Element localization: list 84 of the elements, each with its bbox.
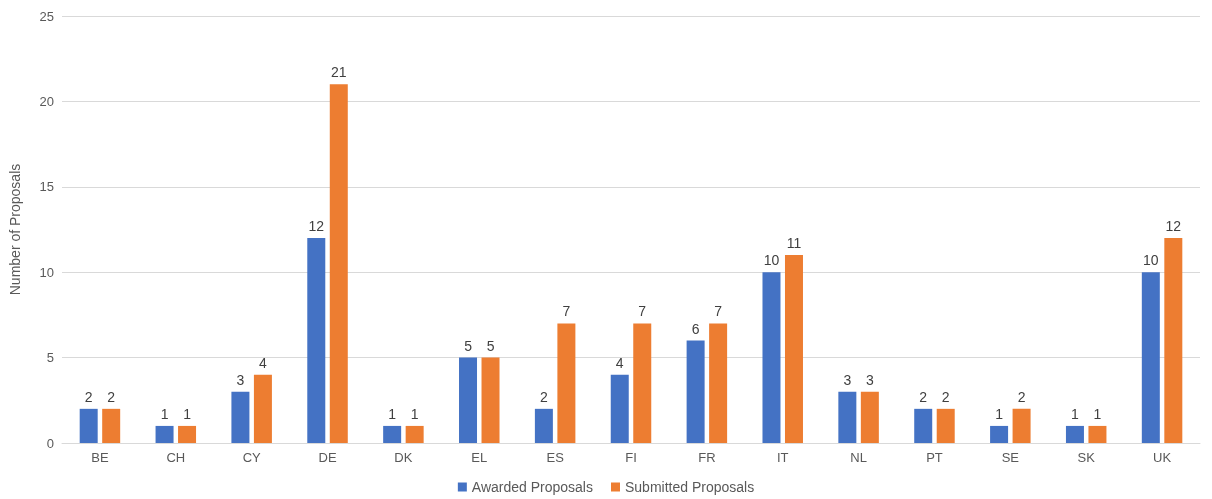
bar bbox=[481, 357, 500, 443]
data-label: 7 bbox=[638, 303, 647, 320]
x-tick-label: UK bbox=[1153, 450, 1172, 465]
x-tick-label: ES bbox=[546, 450, 565, 465]
data-label: 12 bbox=[1165, 218, 1182, 235]
y-axis-title: Number of Proposals bbox=[7, 163, 23, 296]
bar bbox=[686, 340, 705, 443]
bar bbox=[990, 425, 1009, 443]
data-label: 10 bbox=[1143, 252, 1159, 269]
data-label: 1 bbox=[388, 405, 397, 422]
y-tick-label: 25 bbox=[39, 8, 54, 24]
data-label: 2 bbox=[539, 388, 548, 405]
x-tick-label: FI bbox=[625, 450, 637, 465]
bar bbox=[253, 374, 272, 443]
bar bbox=[459, 357, 478, 443]
bar bbox=[914, 408, 933, 443]
bar bbox=[709, 323, 728, 443]
data-label: 4 bbox=[615, 354, 624, 371]
x-tick-label: NL bbox=[850, 450, 867, 465]
legend-label: Awarded Proposals bbox=[471, 479, 593, 495]
data-label: 2 bbox=[84, 388, 93, 405]
x-tick-label: IT bbox=[776, 450, 789, 465]
x-tick-label: CY bbox=[242, 450, 262, 465]
y-tick-label: 20 bbox=[39, 93, 54, 109]
data-label: 3 bbox=[843, 371, 852, 388]
data-label: 2 bbox=[107, 388, 116, 405]
x-tick-label: DK bbox=[394, 450, 413, 465]
data-label: 4 bbox=[259, 354, 268, 371]
bar bbox=[102, 408, 121, 443]
bar bbox=[155, 425, 174, 443]
y-tick-label: 0 bbox=[46, 435, 54, 451]
bar bbox=[838, 391, 857, 443]
bar bbox=[784, 255, 803, 443]
data-label: 2 bbox=[1017, 388, 1026, 405]
bar bbox=[231, 391, 250, 443]
y-tick-label: 15 bbox=[39, 179, 54, 195]
data-label: 1 bbox=[995, 405, 1004, 422]
legend-label: Submitted Proposals bbox=[624, 479, 755, 495]
data-label: 1 bbox=[1093, 405, 1102, 422]
bar bbox=[860, 391, 879, 443]
data-label: 6 bbox=[691, 320, 700, 337]
data-label: 1 bbox=[183, 405, 192, 422]
bar bbox=[1088, 425, 1107, 443]
bar bbox=[405, 425, 424, 443]
bar bbox=[936, 408, 955, 443]
data-label: 11 bbox=[786, 235, 802, 252]
data-label: 1 bbox=[1071, 405, 1080, 422]
data-label: 2 bbox=[941, 388, 950, 405]
bar bbox=[557, 323, 576, 443]
y-tick-label: 5 bbox=[46, 350, 54, 366]
x-tick-label: FR bbox=[698, 450, 716, 465]
y-tick-label: 10 bbox=[39, 264, 54, 280]
bar bbox=[610, 374, 629, 443]
bar bbox=[178, 425, 197, 443]
bar bbox=[307, 238, 326, 443]
data-label: 12 bbox=[308, 218, 325, 235]
bar bbox=[633, 323, 652, 443]
data-label: 1 bbox=[160, 405, 169, 422]
bar bbox=[534, 408, 553, 443]
data-label: 3 bbox=[865, 371, 874, 388]
bar bbox=[1065, 425, 1084, 443]
x-tick-label: PT bbox=[926, 450, 943, 465]
x-tick-label: EL bbox=[471, 450, 488, 465]
data-label: 2 bbox=[919, 388, 928, 405]
bar bbox=[383, 425, 402, 443]
data-label: 5 bbox=[464, 337, 473, 354]
bar bbox=[1012, 408, 1031, 443]
data-label: 10 bbox=[763, 252, 780, 269]
x-tick-label: DE bbox=[318, 450, 337, 465]
data-label: 3 bbox=[236, 371, 245, 388]
data-label: 7 bbox=[562, 303, 571, 320]
bar bbox=[79, 408, 98, 443]
x-tick-label: SE bbox=[1001, 450, 1020, 465]
bar bbox=[329, 84, 348, 443]
x-tick-label: BE bbox=[91, 450, 109, 465]
bar bbox=[1141, 272, 1160, 443]
data-label: 21 bbox=[330, 64, 347, 81]
data-label: 1 bbox=[410, 405, 419, 422]
bar bbox=[762, 272, 781, 443]
data-label: 5 bbox=[486, 337, 495, 354]
bar bbox=[1164, 238, 1183, 443]
x-tick-label: SK bbox=[1077, 450, 1096, 465]
x-tick-label: CH bbox=[166, 450, 186, 465]
data-label: 7 bbox=[714, 303, 723, 320]
